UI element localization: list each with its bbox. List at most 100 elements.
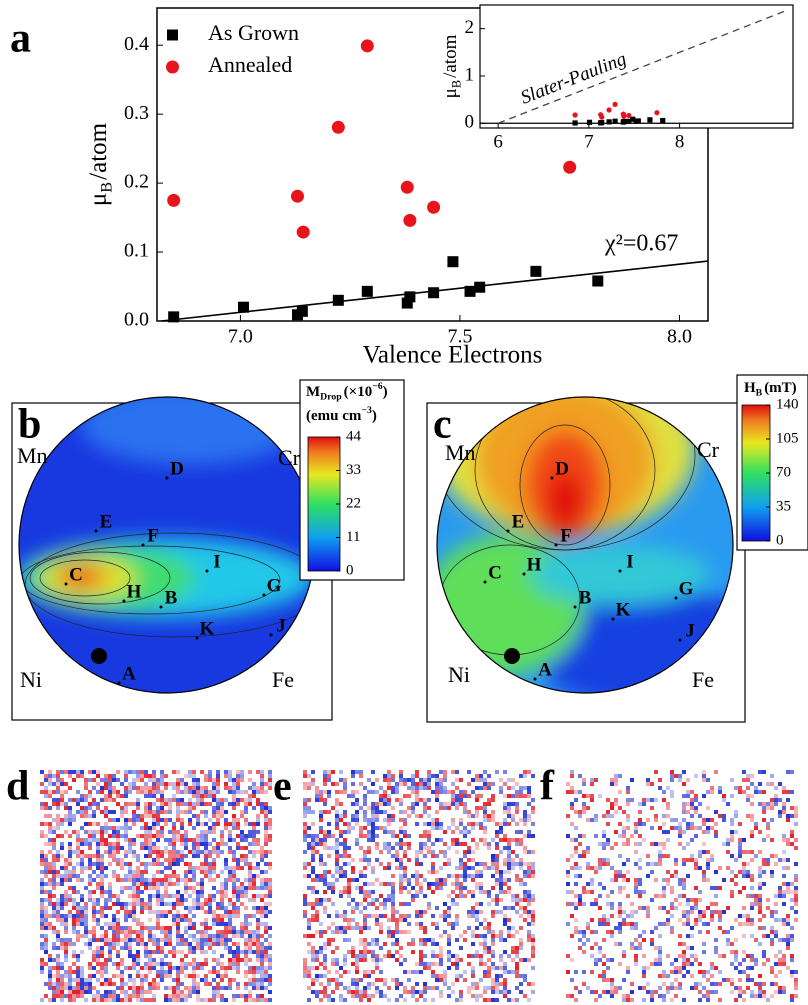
spin-cell [204,810,208,814]
spin-cell [746,774,750,778]
spin-cell [327,898,331,902]
spin-cell [391,886,395,890]
spin-cell [770,774,774,778]
spin-cell [415,874,419,878]
spin-cell [200,878,204,882]
spin-cell [383,994,387,998]
spin-cell [491,930,495,934]
spin-cell [240,790,244,794]
spin-cell [447,846,451,850]
spin-cell [88,986,92,990]
spin-cell [694,898,698,902]
spin-cell [84,814,88,818]
spin-cell [180,842,184,846]
data-point [361,39,374,52]
spin-cell [419,926,423,930]
spin-cell [148,802,152,806]
spin-cell [774,982,778,986]
spin-cell [92,906,96,910]
spin-cell [331,886,335,890]
spin-cell [471,874,475,878]
spin-cell [164,882,168,886]
spin-cell [598,958,602,962]
spin-cell [479,774,483,778]
spin-cell [355,822,359,826]
spin-cell [104,978,108,982]
spin-cell [642,906,646,910]
spin-cell [463,826,467,830]
spin-cell [116,926,120,930]
spin-cell [578,938,582,942]
spin-cell [204,926,208,930]
spin-cell [658,786,662,790]
spin-cell [634,954,638,958]
spin-cell [256,822,260,826]
spin-cell [638,822,642,826]
spin-cell [694,886,698,890]
spin-cell [459,818,463,822]
spin-cell [730,890,734,894]
spin-cell [471,954,475,958]
spin-cell [176,982,180,986]
spin-cell [72,954,76,958]
spin-cell [686,914,690,918]
spin-cell [762,790,766,794]
spin-cell [519,838,523,842]
spin-cell [100,874,104,878]
spin-cell [387,898,391,902]
spin-cell [483,814,487,818]
spin-cell [475,950,479,954]
spin-cell [399,826,403,830]
spin-cell [403,902,407,906]
spin-cell [590,878,594,882]
spin-cell [770,926,774,930]
spin-cell [778,798,782,802]
spin-cell [730,854,734,858]
spin-cell [451,802,455,806]
spin-cell [415,802,419,806]
spin-cell [196,866,200,870]
spin-cell [264,966,268,970]
spin-cell [638,818,642,822]
spin-cell [315,834,319,838]
spin-cell [407,794,411,798]
spin-cell [431,954,435,958]
spin-cell [614,942,618,946]
spin-cell [774,930,778,934]
spin-cell [487,974,491,978]
spin-cell [363,834,367,838]
spin-cell [371,810,375,814]
spin-cell [84,806,88,810]
spin-cell [204,774,208,778]
spin-cell [168,934,172,938]
spin-cell [371,902,375,906]
spin-cell [200,794,204,798]
spin-cell [459,798,463,802]
spin-cell [196,794,200,798]
spin-cell [331,998,335,1002]
spin-cell [192,926,196,930]
spin-cell [68,798,72,802]
spin-cell [192,846,196,850]
spin-cell [634,962,638,966]
spin-cell [196,930,200,934]
spin-cell [507,786,511,790]
spin-cell [319,862,323,866]
spin-cell [523,810,527,814]
spin-cell [124,918,128,922]
spin-cell [116,770,120,774]
spin-cell [256,950,260,954]
spin-cell [742,914,746,918]
spin-cell [662,994,666,998]
spin-cell [48,998,52,1002]
spin-cell [479,838,483,842]
spin-cell [164,846,168,850]
spin-cell [527,862,531,866]
spin-cell [638,834,642,838]
spin-cell [176,966,180,970]
spin-cell [515,998,519,1002]
data-point [626,113,631,118]
spin-cell [431,866,435,870]
spin-cell [786,866,790,870]
spin-cell [622,954,626,958]
